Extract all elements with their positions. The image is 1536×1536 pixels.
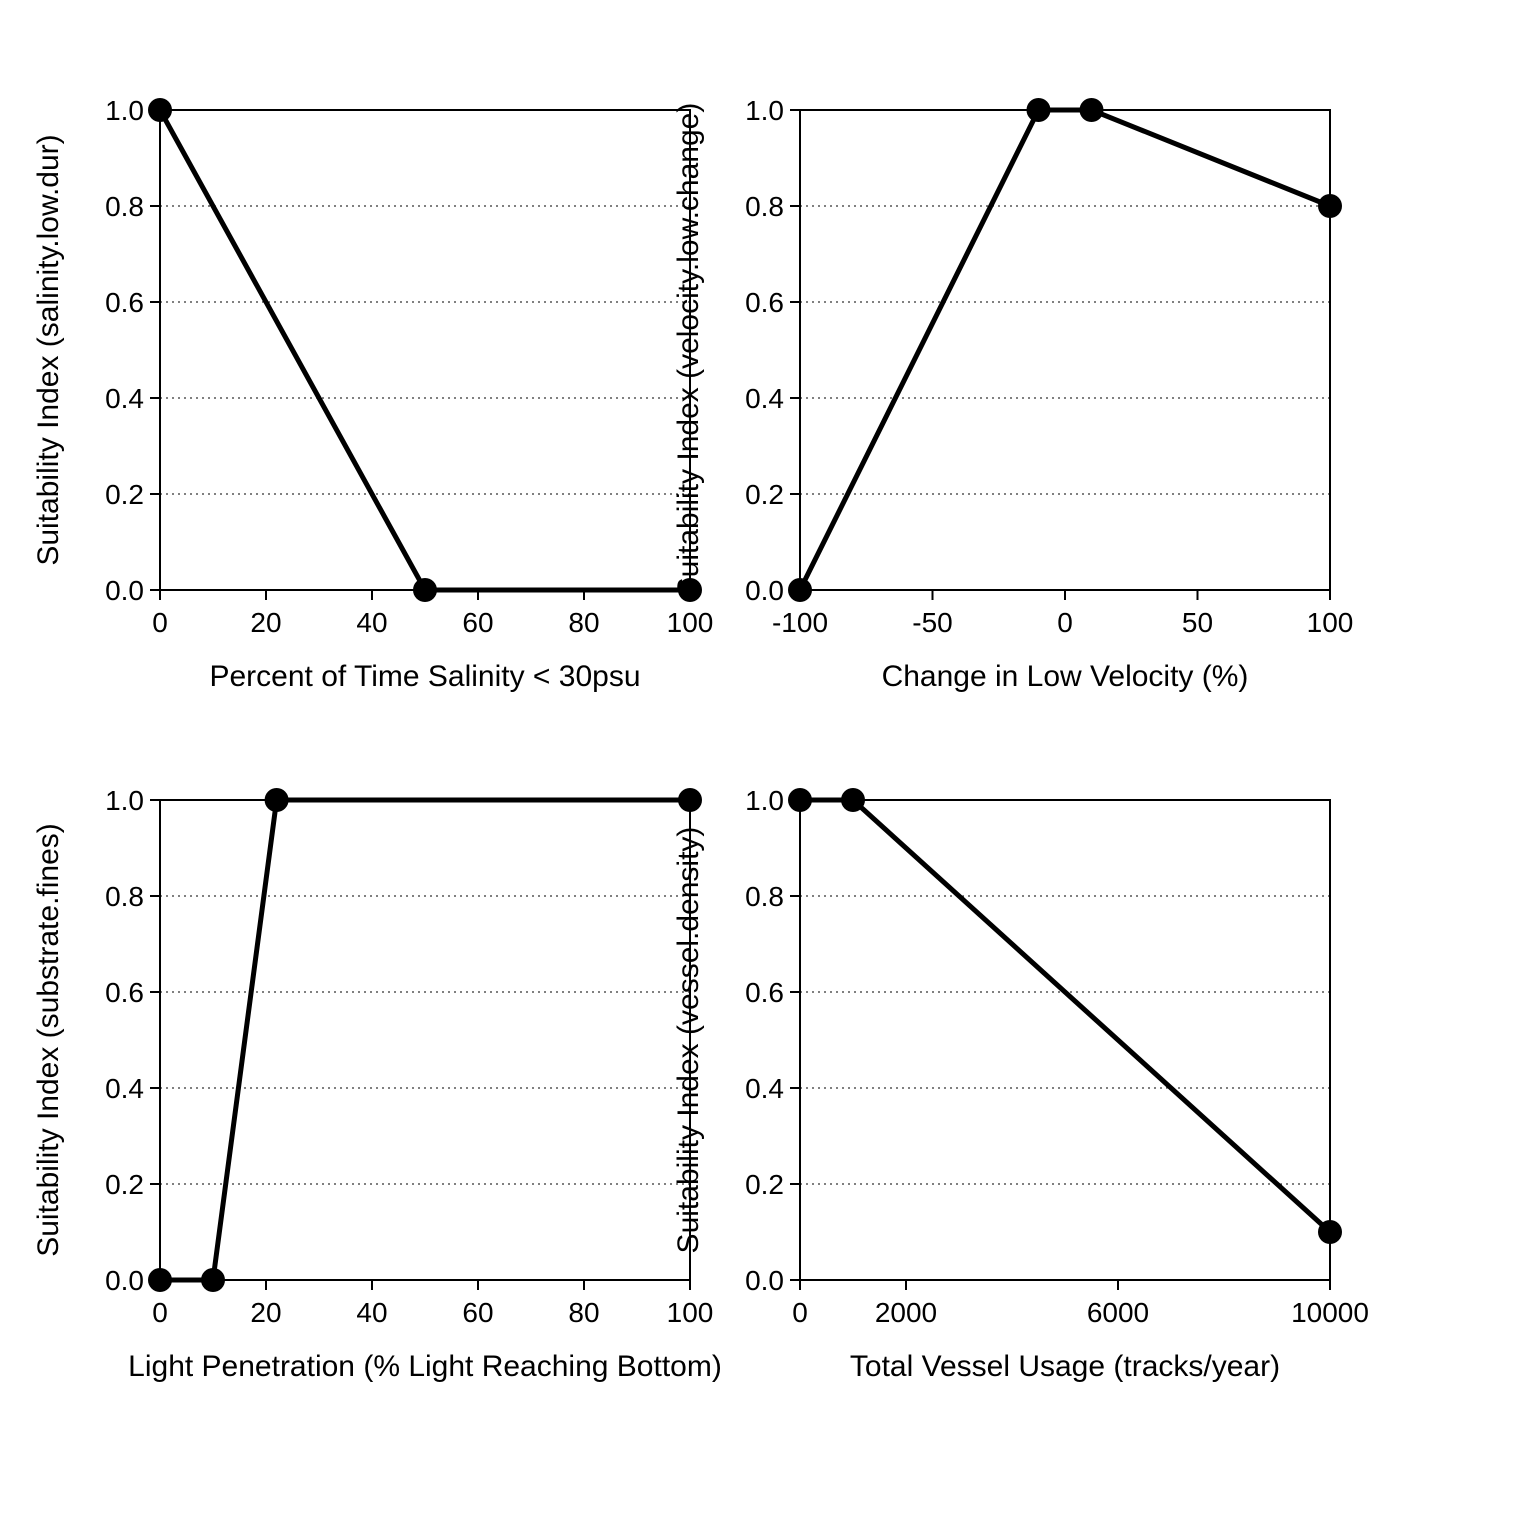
x-tick-label: 80 (568, 1297, 599, 1328)
x-tick-label: 100 (667, 1297, 714, 1328)
x-axis-label: Total Vessel Usage (tracks/year) (850, 1350, 1280, 1383)
data-marker (413, 578, 437, 602)
y-tick-label: 0.0 (105, 1265, 144, 1296)
x-tick-label: 80 (568, 607, 599, 638)
x-tick-label: 40 (356, 607, 387, 638)
y-tick-label: 0.4 (745, 1073, 784, 1104)
y-tick-label: 0.8 (105, 881, 144, 912)
y-tick-label: 0.8 (105, 191, 144, 222)
x-axis-label: Light Penetration (% Light Reaching Bott… (128, 1350, 722, 1383)
x-axis-label: Percent of Time Salinity < 30psu (209, 660, 640, 693)
y-axis-label: Suitability Index (velocity.low.change) (672, 103, 705, 598)
y-tick-label: 0.2 (105, 479, 144, 510)
x-tick-label: 20 (250, 607, 281, 638)
chart-grid: 0 20 40 60 80 100 0.0 0.2 0.4 0.6 0.8 1.0 Percent of… (0, 0, 1536, 1536)
y-tick-label: 0.4 (105, 383, 144, 414)
y-tick-label: 0.6 (745, 287, 784, 318)
data-marker (678, 788, 702, 812)
y-tick-label: 0.0 (105, 575, 144, 606)
x-tick-label: 0 (792, 1297, 808, 1328)
x-tick-label: 2000 (875, 1297, 937, 1328)
x-tick-label: 6000 (1087, 1297, 1149, 1328)
data-marker (201, 1268, 225, 1292)
data-marker (1080, 98, 1104, 122)
y-tick-label: 0.8 (745, 191, 784, 222)
y-tick-label: 0.0 (745, 575, 784, 606)
y-tick-label: 1.0 (105, 785, 144, 816)
x-tick-label: -100 (772, 607, 828, 638)
x-tick-label: 20 (250, 1297, 281, 1328)
x-axis-label: Change in Low Velocity (%) (882, 660, 1249, 693)
y-tick-label: 0.6 (745, 977, 784, 1008)
y-tick-label: 0.2 (745, 1169, 784, 1200)
y-tick-label: 0.2 (745, 479, 784, 510)
x-tick-label: 60 (462, 607, 493, 638)
x-tick-label: -50 (912, 607, 952, 638)
y-tick-label: 0.0 (745, 1265, 784, 1296)
y-axis-label: Suitability Index (substrate.fines) (32, 823, 65, 1257)
data-marker (1027, 98, 1051, 122)
y-tick-label: 0.6 (105, 977, 144, 1008)
x-tick-label: 40 (356, 1297, 387, 1328)
y-tick-label: 0.2 (105, 1169, 144, 1200)
data-marker (1318, 1220, 1342, 1244)
y-axis-label: Suitability Index (vessel.density) (672, 827, 705, 1254)
data-marker (265, 788, 289, 812)
y-tick-label: 1.0 (745, 785, 784, 816)
x-tick-label: 50 (1182, 607, 1213, 638)
y-tick-label: 0.8 (745, 881, 784, 912)
x-tick-label: 60 (462, 1297, 493, 1328)
x-tick-label: 0 (152, 607, 168, 638)
x-tick-label: 100 (1307, 607, 1354, 638)
x-tick-label: 0 (152, 1297, 168, 1328)
y-tick-label: 0.4 (105, 1073, 144, 1104)
y-tick-label: 1.0 (745, 95, 784, 126)
x-tick-label: 100 (667, 607, 714, 638)
y-tick-label: 1.0 (105, 95, 144, 126)
x-tick-label: 10000 (1291, 1297, 1369, 1328)
y-tick-label: 0.4 (745, 383, 784, 414)
x-tick-label: 0 (1057, 607, 1073, 638)
y-tick-label: 0.6 (105, 287, 144, 318)
y-axis-label: Suitability Index (salinity.low.dur) (32, 134, 65, 565)
data-marker (1318, 194, 1342, 218)
data-marker (841, 788, 865, 812)
